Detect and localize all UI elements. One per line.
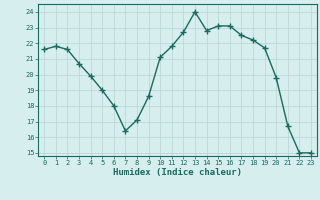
X-axis label: Humidex (Indice chaleur): Humidex (Indice chaleur) [113,168,242,177]
